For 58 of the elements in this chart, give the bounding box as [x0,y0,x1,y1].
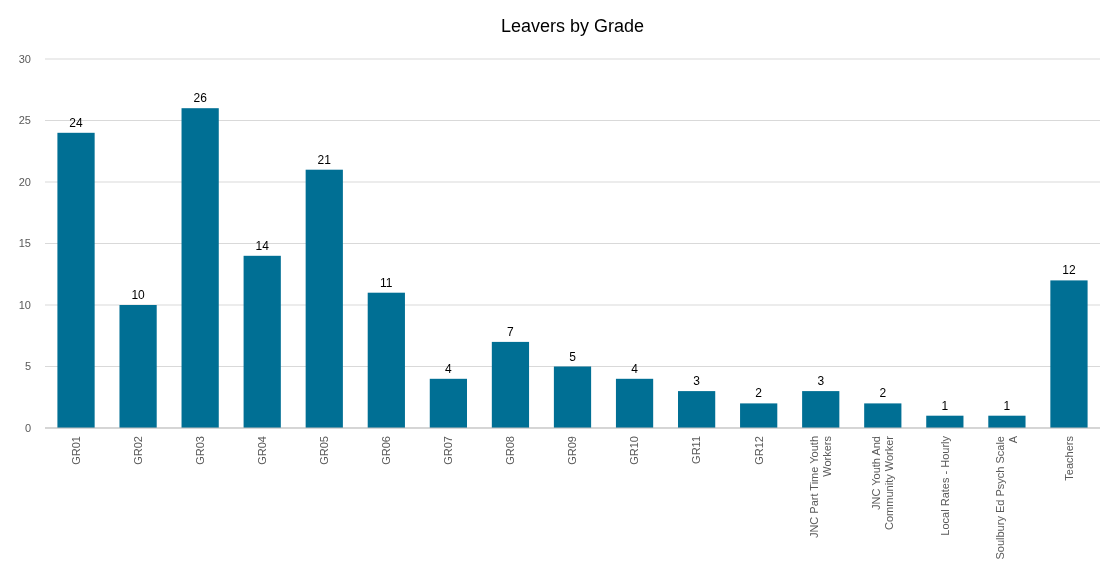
data-label: 3 [693,374,701,389]
x-tick-label: GR03 [194,436,206,465]
data-label: 14 [255,238,270,253]
y-tick-label: 5 [24,360,31,373]
x-tick-label: Teachers [1062,435,1075,481]
chart-title: Leavers by Grade [500,16,645,36]
x-tick-label: GR06 [380,436,393,465]
bar [988,415,1026,428]
bar [615,378,654,428]
x-tick-label: GR04 [256,436,269,465]
data-label: 4 [631,361,639,376]
y-tick-label: 15 [18,237,31,250]
x-tick-label: GR11 [690,436,703,464]
x-tick-label: GR07 [442,436,455,465]
x-tick-label: GR08 [504,436,517,465]
data-label: 2 [879,386,887,401]
data-label: 3 [817,374,825,389]
x-tick-label: GR05 [318,436,331,465]
bar [243,255,281,428]
data-label: 12 [1062,263,1076,278]
data-label: 24 [69,115,84,130]
data-label: 21 [317,152,332,167]
y-tick-label: 20 [18,175,31,188]
x-tick-label: GR02 [131,436,144,465]
bar [429,378,467,428]
y-tick-label: 0 [24,421,31,434]
y-tick-label: 10 [18,298,31,311]
bar [367,292,405,428]
bar [57,132,95,428]
y-tick-label: 30 [18,52,31,65]
data-label: 1 [941,398,949,413]
x-tick-label: JNC Youth And Community Worker [870,435,896,530]
x-tick-label: Local Rates - Hourly [938,435,951,536]
bar [491,341,530,428]
data-label: 7 [507,324,515,339]
y-tick-label: 25 [18,114,31,127]
bar [305,169,343,428]
bar [181,108,219,428]
x-tick-label: Soulbury Ed Psych Scale A [994,435,1020,560]
bar [119,305,157,428]
data-label: 2 [755,386,763,401]
data-label: 11 [380,275,393,290]
bar [553,366,592,428]
x-tick-label: GR09 [566,436,579,465]
x-tick-label: GR01 [69,436,82,465]
bar [802,391,840,428]
bar [864,403,902,428]
data-label: 1 [1003,398,1011,413]
data-label: 26 [193,91,208,106]
bar [678,391,716,428]
bar [1050,280,1088,428]
data-label: 10 [131,288,146,302]
data-label: 5 [569,349,577,364]
bar [740,403,778,428]
x-tick-label: GR10 [628,436,641,465]
x-tick-label: GR12 [752,436,765,465]
x-tick-label: JNC Part Time Youth Workers [808,435,834,539]
data-label: 4 [445,361,453,376]
